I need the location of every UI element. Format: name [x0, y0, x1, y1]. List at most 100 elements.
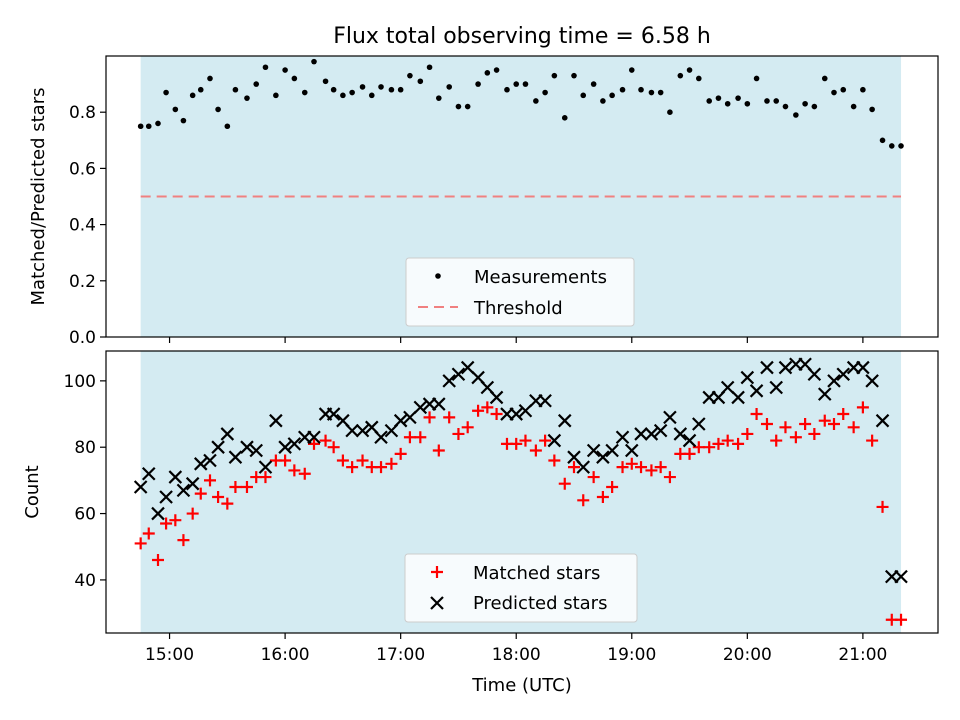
predicted-star-point — [615, 430, 630, 445]
y-tick-label: 100 — [64, 372, 96, 392]
measurement-point — [522, 81, 529, 87]
bottom-subplot: 40 60 80 100 15:00 16:00 17:00 18:00 19:00 20:00 2… — [22, 350, 939, 696]
top-axes-frame — [105, 55, 939, 338]
x-tick-label: 19:00 — [607, 645, 656, 665]
predicted-star-point — [374, 430, 388, 445]
matched-star-point — [779, 421, 792, 434]
predicted-star-point — [326, 407, 341, 421]
predicted-star-point — [393, 413, 408, 428]
measurement-point — [619, 86, 626, 93]
matched-star-point — [616, 461, 629, 474]
predicted-star-point — [625, 443, 639, 458]
measurement-point — [860, 86, 866, 93]
measurement-point — [475, 81, 481, 87]
matched-star-point — [259, 471, 272, 484]
measurement-point — [189, 92, 196, 99]
measurement-point — [388, 86, 395, 93]
predicted-star-point — [240, 440, 254, 454]
measurement-point — [291, 75, 298, 82]
measurement-point — [340, 92, 346, 99]
y-tick-label: 80 — [74, 438, 96, 458]
predicted-star-point — [740, 370, 755, 385]
matched-star-point — [799, 417, 812, 430]
matched-star-point — [160, 517, 173, 530]
predicted-star-point — [731, 390, 745, 405]
matched-star-point — [587, 471, 600, 484]
y-tick-label: 60 — [74, 505, 96, 525]
predicted-star-point — [432, 397, 446, 411]
legend-predicted-marker — [430, 596, 444, 610]
predicted-star-point — [509, 407, 523, 421]
matched-star-point — [625, 457, 638, 470]
predicted-star-point — [596, 450, 610, 464]
predicted-star-point — [451, 367, 466, 382]
x-tick-label: 20:00 — [723, 645, 772, 665]
measurement-point — [638, 86, 644, 93]
measurement-point — [764, 98, 770, 104]
matched-star-point — [423, 411, 436, 424]
measurement-point — [551, 72, 558, 79]
top-y-axis-label: Matched/Predicted stars — [28, 88, 49, 306]
measurement-point — [215, 106, 221, 113]
measurement-point — [253, 81, 260, 87]
predicted-star-point — [141, 466, 156, 481]
measurement-point — [840, 86, 847, 93]
predicted-star-point — [586, 443, 601, 458]
matched-star-point — [212, 490, 225, 503]
measurement-point — [301, 89, 308, 96]
measurement-point — [648, 89, 655, 96]
matched-star-point — [568, 461, 580, 474]
predicted-star-point — [460, 360, 475, 375]
measurement-point — [311, 58, 317, 65]
measurement-point — [667, 109, 673, 115]
predicted-star-point — [856, 360, 870, 375]
measurement-point — [744, 100, 751, 107]
matched-star-point — [204, 474, 216, 487]
predicted-star-point — [220, 427, 235, 441]
measurement-point — [504, 86, 510, 93]
matched-star-point — [548, 454, 561, 467]
measurement-point — [628, 67, 635, 73]
matched-star-point — [856, 401, 869, 414]
measurement-point — [580, 92, 587, 99]
measurement-point — [378, 84, 384, 90]
matched-star-point — [375, 461, 388, 474]
matched-star-point — [394, 447, 407, 460]
measurement-point — [571, 72, 577, 79]
measurement-point — [561, 115, 568, 121]
predicted-star-point — [865, 374, 879, 388]
matched-star-point — [461, 421, 474, 434]
measurement-point — [879, 137, 886, 144]
matched-star-point — [186, 507, 199, 520]
measurement-point — [493, 67, 500, 73]
matched-star-point — [152, 554, 164, 567]
predicted-star-point — [557, 413, 572, 428]
measurement-point — [898, 143, 904, 149]
predicted-star-point — [547, 433, 562, 448]
measurement-point — [322, 78, 329, 85]
measurement-point — [773, 98, 780, 104]
matched-star-point — [194, 487, 207, 500]
predicted-star-point — [769, 380, 783, 395]
measurement-point — [782, 103, 789, 110]
matched-star-point — [529, 444, 542, 457]
matched-star-point — [432, 444, 445, 457]
measurement-point — [715, 95, 722, 101]
measurement-point — [145, 123, 152, 130]
matched-star-point — [577, 494, 590, 507]
matched-star-point — [240, 481, 253, 494]
measurement-point — [657, 89, 664, 96]
predicted-star-point — [538, 393, 552, 408]
measurement-point — [686, 67, 693, 73]
matched-star-point — [818, 414, 831, 427]
matched-star-point — [336, 454, 349, 467]
legend-measurements-marker — [435, 273, 441, 279]
predicted-star-point — [778, 360, 793, 375]
predicted-star-point — [836, 367, 851, 382]
predicted-star-point — [403, 410, 417, 425]
top-axis-ticks: 0.0 0.2 0.4 0.6 0.8 — [69, 103, 864, 348]
predicted-star-point — [518, 403, 533, 418]
matched-star-point — [539, 434, 552, 447]
matched-star-point — [663, 471, 676, 484]
measurement-point — [368, 92, 375, 99]
